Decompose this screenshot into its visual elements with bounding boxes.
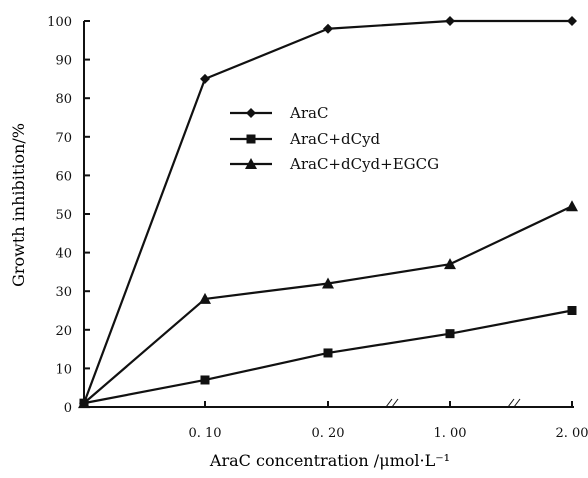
series-1-point-2 [200,73,210,84]
y-tick-label: 20 [55,324,72,339]
series-line-3 [82,205,574,405]
y-tick-label: 80 [55,92,72,107]
series-2-point-4 [445,329,455,339]
y-tick-label: 0 [64,401,72,416]
series-3-point-2 [199,292,211,304]
legend-marker-2 [246,134,256,144]
x-tick-label: 0. 10 [188,426,221,441]
legend-label-1: AraC [289,104,328,122]
tick-layer: 0 10 20 30 40 50 60 70 80 90 100 0. 10 0. 20 1. 00 2. … [47,15,588,441]
legend-label-3: AraC+dCyd+EGCG [289,155,439,173]
axis-break-mark [507,398,515,408]
y-tick-label: 70 [55,131,72,146]
y-tick-label: 50 [55,208,72,223]
axis-break-mark [385,398,393,408]
y-axis-label: Growth inhibition/% [9,123,28,287]
series-2-point-3 [323,348,333,358]
y-tick-label: 40 [55,247,72,262]
y-tick-label: 100 [47,15,72,30]
series-2 [79,306,577,408]
series-1-point-3 [323,23,333,34]
series-2-point-2 [200,375,210,385]
series-3-point-4 [444,258,456,270]
series-3-point-3 [322,277,334,289]
y-tick-label: 90 [55,54,72,69]
x-axis-label: AraC concentration /μmol·L⁻¹ [209,451,450,470]
x-tick-label: 2. 00 [555,426,588,441]
y-tick-label: 60 [55,169,72,184]
y-tick-label: 10 [55,362,72,377]
series-3 [78,200,578,409]
y-tick-label: 30 [55,285,72,300]
legend-label-2: AraC+dCyd [289,130,381,148]
series-2-point-5 [567,306,577,315]
legend: AraC AraC+dCyd AraC+dCyd+EGCG [230,104,439,173]
legend-marker-1 [246,108,256,118]
series-line-1 [82,19,574,405]
legend-marker-3 [245,158,257,169]
x-tick-label: 1. 00 [433,426,466,441]
x-tick-label: 0. 20 [311,426,344,441]
series-1-point-5 [567,16,577,26]
axis-break-mark [391,398,399,408]
series-1-point-4 [445,16,455,26]
axis-break-mark [513,398,521,408]
series-3-point-1 [78,397,90,409]
series-3-point-5 [566,200,578,212]
series-layer [78,16,578,409]
